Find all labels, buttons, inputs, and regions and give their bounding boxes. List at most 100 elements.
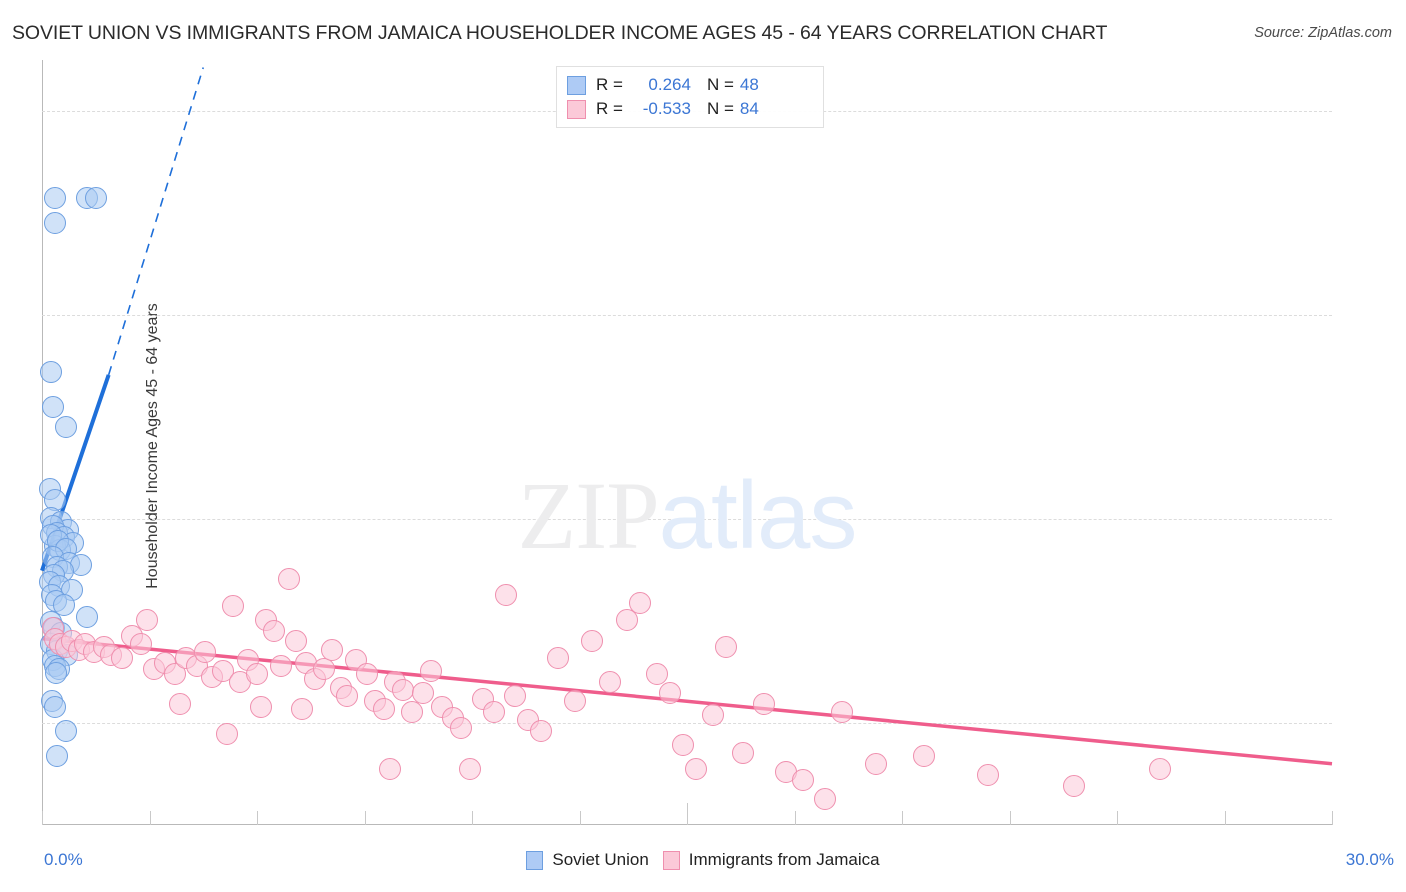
legend-row-soviet-union: R = 0.264 N = 48	[567, 73, 813, 97]
x-axis-tick	[1117, 811, 1118, 825]
x-axis-tick	[257, 811, 258, 825]
x-axis-tick	[42, 811, 43, 825]
data-point	[263, 619, 286, 642]
data-point	[168, 692, 191, 715]
x-axis-tick	[579, 811, 581, 825]
data-point	[284, 630, 307, 653]
legend-n-label-1: N =	[706, 75, 734, 94]
x-axis-tick	[472, 811, 473, 825]
data-point	[211, 660, 234, 683]
gridline	[42, 519, 1332, 520]
data-point	[628, 592, 651, 615]
data-point	[54, 720, 77, 743]
data-point	[110, 646, 133, 669]
data-point	[215, 722, 238, 745]
data-point	[504, 684, 526, 707]
data-point	[269, 654, 292, 677]
series-swatch-blue-icon	[526, 850, 544, 870]
data-point	[977, 763, 999, 786]
source-attribution: Source: ZipAtlas.com	[1254, 25, 1392, 41]
x-axis-tick	[364, 811, 366, 825]
legend-r-value-2: -0.533	[642, 99, 691, 118]
data-point	[278, 567, 301, 590]
x-axis-min-label: 0.0%	[44, 850, 83, 869]
x-axis-tick	[1009, 811, 1011, 825]
y-axis-tick-label: $300,000	[1342, 118, 1406, 137]
data-point	[43, 211, 66, 234]
data-point	[76, 605, 99, 628]
y-axis-tick-label: $225,000	[1342, 322, 1406, 341]
plot-area: ZIPatlas $300,000$225,000$150,000$75,000	[38, 60, 1333, 825]
data-point	[645, 663, 668, 686]
data-point	[813, 788, 836, 811]
data-point	[420, 660, 443, 683]
data-point	[291, 698, 314, 721]
data-point	[1063, 774, 1085, 797]
series-swatch-pink-icon	[662, 850, 680, 870]
data-point	[312, 657, 335, 680]
page-title: SOVIET UNION VS IMMIGRANTS FROM JAMAICA …	[12, 22, 1108, 44]
x-axis-tick	[687, 803, 688, 825]
data-point	[684, 758, 707, 781]
legend-n-value-2: 84	[739, 99, 759, 118]
data-point	[43, 187, 66, 210]
y-axis-tick-label: $150,000	[1342, 526, 1406, 545]
data-point	[53, 593, 76, 616]
data-point	[1149, 758, 1171, 781]
x-axis-tick	[149, 811, 151, 825]
data-point	[482, 701, 505, 724]
data-point	[458, 758, 481, 781]
data-point	[336, 684, 359, 707]
legend-n-label-2: N =	[706, 99, 734, 118]
x-axis-tick	[902, 811, 903, 825]
legend-swatch-blue	[567, 75, 586, 95]
y-axis-tick-label: $75,000	[1342, 730, 1406, 749]
legend-r-value-1: 0.264	[648, 75, 691, 94]
data-point	[321, 638, 344, 661]
data-point	[44, 661, 67, 684]
data-point	[701, 703, 724, 726]
data-point	[194, 641, 217, 664]
data-point	[581, 630, 604, 653]
x-axis-tick	[1332, 811, 1333, 825]
legend-n-value-1: 48	[739, 75, 759, 94]
data-point	[222, 595, 245, 618]
x-axis-tick	[1224, 811, 1226, 825]
data-point	[129, 633, 152, 656]
data-point	[564, 690, 587, 713]
data-point	[658, 682, 681, 705]
y-axis-line	[42, 60, 43, 825]
legend-swatch-pink	[567, 99, 586, 119]
series-label-soviet-union: Soviet Union	[552, 850, 649, 869]
gridline	[42, 723, 1332, 724]
data-point	[865, 752, 888, 775]
data-point	[598, 671, 621, 694]
data-point	[136, 608, 159, 631]
trend-line-extension	[107, 67, 205, 376]
data-point	[164, 663, 187, 686]
data-point	[40, 361, 63, 384]
data-point	[84, 187, 107, 210]
data-point	[379, 758, 402, 781]
data-point	[912, 744, 935, 767]
data-point	[250, 695, 273, 718]
series-legend-item-soviet-union[interactable]: Soviet Union	[526, 850, 649, 870]
data-point	[731, 741, 754, 764]
data-point	[400, 701, 423, 724]
series-legend-item-jamaica[interactable]: Immigrants from Jamaica	[662, 850, 880, 870]
data-point	[529, 720, 552, 743]
data-point	[615, 608, 638, 631]
data-point	[714, 635, 737, 658]
data-point	[450, 717, 473, 740]
data-point	[753, 692, 776, 715]
trend-lines	[40, 67, 1333, 766]
data-point	[792, 769, 815, 792]
data-point	[372, 698, 395, 721]
legend-r-label-1: R =	[596, 75, 623, 94]
data-point	[43, 695, 66, 718]
legend-r-label-2: R =	[596, 99, 623, 118]
data-point	[355, 663, 378, 686]
data-point	[830, 701, 853, 724]
data-point	[54, 415, 77, 438]
